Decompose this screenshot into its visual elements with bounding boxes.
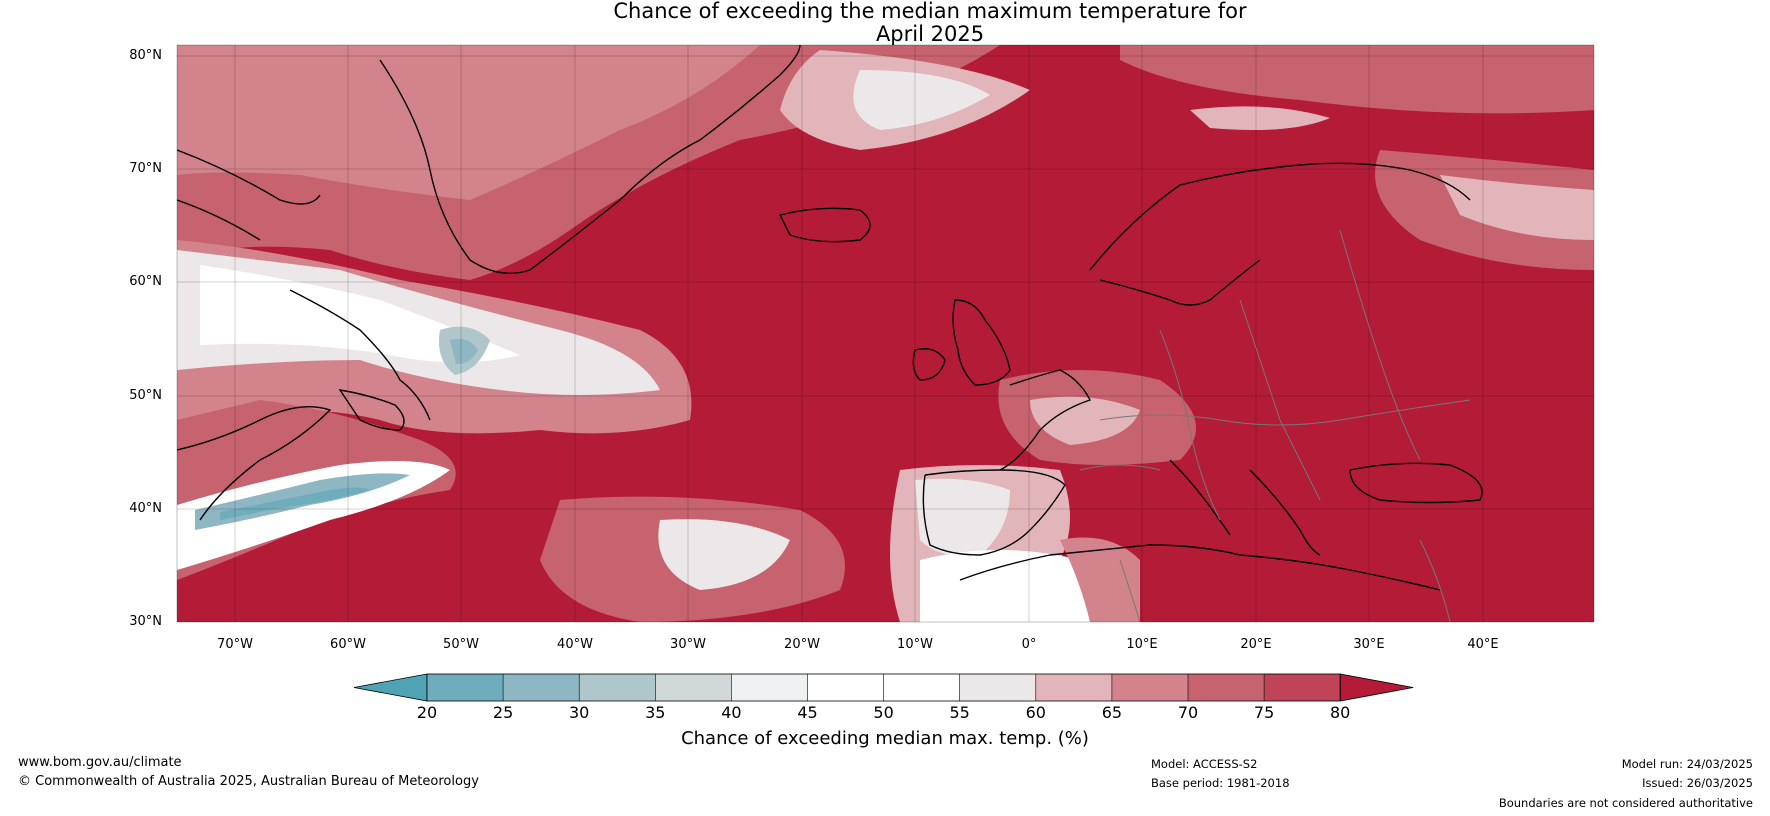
colorbar-segment [1111, 674, 1188, 701]
colorbar-segment [1264, 674, 1341, 701]
graticule [177, 45, 1594, 622]
colorbar-tick-label: 45 [797, 703, 818, 722]
colorbar-tick-label: 35 [645, 703, 666, 722]
coast-scandinavia [1089, 162, 1471, 306]
region-us-coast-white [177, 461, 450, 570]
coast-britain [952, 299, 1011, 386]
colorbar-segment [731, 674, 808, 701]
coast-africa-north [959, 544, 1441, 591]
coast-europe-west [999, 369, 1091, 471]
footer-model-run: Model run: 24/03/2025 [1621, 757, 1753, 771]
footer-copyright: © Commonwealth of Australia 2025, Austra… [18, 774, 479, 789]
colorbar-tick-label: 65 [1101, 703, 1123, 722]
region-azores-white [658, 519, 790, 590]
map-title: Chance of exceeding the median maximum t… [0, 0, 1770, 46]
region-france-pale [1030, 396, 1140, 445]
lon-label-30w: 30°W [670, 637, 706, 652]
region-arctic-white [853, 70, 990, 130]
coast-baffin [177, 149, 321, 241]
lat-label-60n: 60°N [129, 274, 162, 289]
borders [1079, 229, 1471, 622]
title-line-2: April 2025 [875, 22, 985, 46]
coast-italy [1169, 459, 1231, 536]
lon-label-0: 0° [1021, 637, 1037, 652]
colorbar-arrow-high [1339, 673, 1414, 702]
colorbar-tick-label: 80 [1330, 703, 1351, 722]
region-iberia-white [915, 478, 1010, 556]
colorbar-segment [883, 674, 960, 701]
lon-label-10w: 10°W [897, 637, 933, 652]
colorbar-segment [655, 674, 732, 701]
map-frame [176, 44, 1595, 623]
colorbar-segment [1035, 674, 1112, 701]
colorbar-tick-label: 40 [721, 703, 742, 722]
lat-label-70n: 70°N [129, 161, 162, 176]
region-barents [1120, 45, 1594, 114]
footer-disclaimer: Boundaries are not considered authoritat… [1498, 796, 1753, 810]
colorbar-arrow-low [353, 673, 428, 702]
colorbar-segment [427, 674, 504, 701]
colorbar-tick-label: 75 [1253, 703, 1275, 722]
coast-balkans [1249, 469, 1321, 556]
colorbar-tick-label: 30 [569, 703, 590, 722]
lon-label-60w: 60°W [330, 637, 366, 652]
lon-label-70w: 70°W [217, 637, 253, 652]
colorbar [353, 673, 1414, 702]
lon-label-20e: 20°E [1240, 637, 1272, 652]
map-area [177, 45, 1594, 622]
colorbar-tick-label: 60 [1025, 703, 1046, 722]
colorbar-tick-label: 55 [949, 703, 970, 722]
region-us-coast-teal [220, 487, 370, 520]
coast-black-sea [1349, 462, 1483, 504]
colorbar-segment [579, 674, 656, 701]
colorbar-label: Chance of exceeding median max. temp. (%… [681, 728, 1089, 749]
colorbar-tick-label: 50 [873, 703, 894, 722]
region-scandinavia-pale [1440, 175, 1594, 240]
lon-label-40e: 40°E [1467, 637, 1499, 652]
region-barents-light [1190, 106, 1330, 131]
lon-label-50w: 50°W [443, 637, 479, 652]
lon-label-40w: 40°W [557, 637, 593, 652]
colorbar-segment [807, 674, 884, 701]
coastlines [177, 45, 1483, 591]
coast-newfoundland [338, 389, 405, 431]
colorbar-tick-label: 25 [492, 703, 514, 722]
colorbar-segment [503, 674, 580, 701]
colorbar-segment [1188, 674, 1265, 701]
coast-ireland [912, 348, 946, 381]
lat-label-50n: 50°N [129, 388, 162, 403]
region-africa-pink [1060, 537, 1140, 622]
footer-website: www.bom.gov.au/climate [18, 755, 182, 770]
coast-iceland [778, 207, 871, 243]
coast-labrador [289, 289, 431, 421]
lat-label-80n: 80°N [129, 48, 162, 63]
lon-label-30e: 30°E [1353, 637, 1385, 652]
lat-label-30n: 30°N [129, 614, 162, 629]
coast-us-east [177, 405, 332, 521]
coast-greenland [379, 45, 801, 275]
lon-label-10e: 10°E [1126, 637, 1158, 652]
region-blue-patch-2 [450, 338, 478, 365]
region-africa-white [920, 550, 1103, 622]
probability-regions [177, 45, 1594, 622]
colorbar-segment [959, 674, 1036, 701]
footer-model: Model: ACCESS-S2 [1151, 757, 1258, 771]
footer-issued: Issued: 26/03/2025 [1642, 776, 1753, 790]
region-greenland-light [177, 45, 760, 200]
coast-iberia [922, 469, 1066, 556]
colorbar-tick-label: 70 [1177, 703, 1199, 722]
colorbar-tick-label: 20 [416, 703, 438, 722]
title-line-1: Chance of exceeding the median maximum t… [613, 0, 1247, 23]
footer-base-period: Base period: 1981-2018 [1151, 776, 1290, 790]
lat-label-40n: 40°N [129, 501, 162, 516]
lon-label-20w: 20°W [784, 637, 820, 652]
